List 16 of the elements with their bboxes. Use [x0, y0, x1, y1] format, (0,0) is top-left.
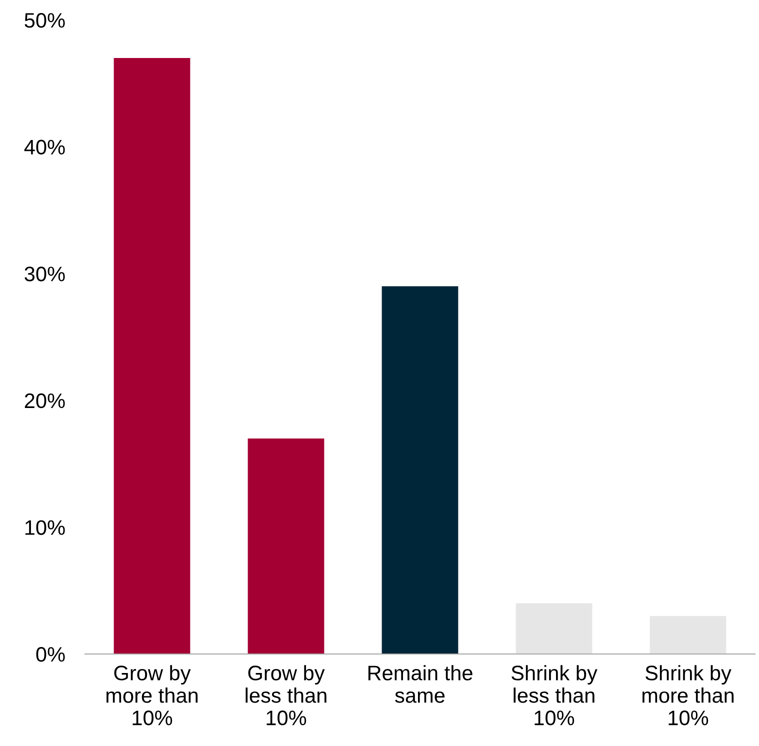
bar	[114, 58, 190, 654]
y-tick-label: 10%	[25, 520, 65, 535]
y-tick-label: 40%	[24, 140, 65, 155]
x-tick-label: Shrink by more than 10%	[642, 665, 734, 726]
bar	[248, 438, 324, 654]
bar	[382, 286, 458, 654]
x-tick-label: Grow by less than 10%	[246, 665, 326, 726]
y-tick-label: 30%	[24, 266, 65, 282]
y-tick-label: 50%	[24, 13, 65, 28]
y-tick-label: 0%	[36, 647, 65, 662]
x-tick-label: Remain the same	[368, 665, 472, 703]
bar	[650, 616, 726, 654]
x-tick-label: Shrink by less than 10%	[512, 665, 598, 726]
x-tick-label: Grow by more than 10%	[106, 665, 198, 726]
bar	[516, 603, 592, 654]
y-tick-label: 20%	[24, 393, 65, 408]
